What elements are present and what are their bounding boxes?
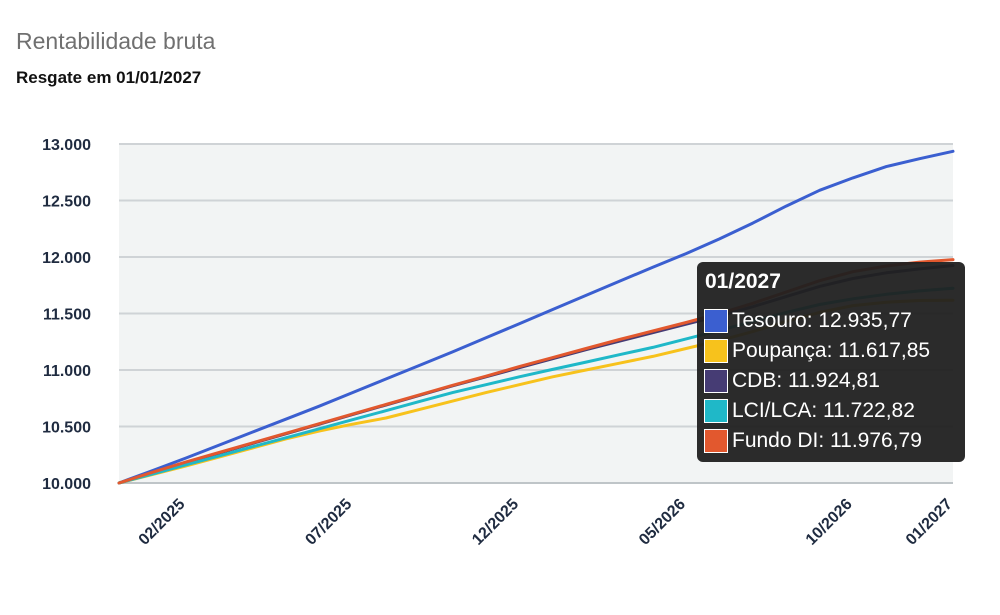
tooltip-entry-poupanca: Poupança: 11.617,85: [704, 336, 930, 366]
tooltip-title: 01/2027: [705, 270, 781, 293]
x-tick-label: 12/2025: [469, 496, 522, 549]
tooltip-entry-label: LCI/LCA: 11.722,82: [732, 399, 915, 422]
y-tick-label: 10.000: [42, 476, 91, 493]
tooltip: 01/2027 Tesouro: 12.935,77 Poupança: 11.…: [697, 262, 965, 462]
x-tick-label: 10/2026: [803, 496, 856, 549]
x-tick-label: 02/2025: [136, 496, 189, 549]
lci-lca-swatch: [704, 399, 728, 423]
y-tick-label: 12.000: [42, 250, 91, 267]
y-tick-label: 13.000: [42, 137, 91, 154]
x-tick-label: 05/2026: [636, 496, 689, 549]
cdb-swatch: [704, 369, 728, 393]
chart-title: Rentabilidade bruta: [16, 28, 216, 54]
chart-subtitle: Resgate em 01/01/2027: [16, 68, 202, 87]
y-tick-label: 11.500: [43, 307, 91, 324]
tooltip-entry-lci-lca: LCI/LCA: 11.722,82: [704, 396, 915, 426]
tooltip-entry-label: Fundo DI: 11.976,79: [732, 429, 922, 452]
poupanca-swatch: [704, 339, 728, 363]
y-tick-label: 12.500: [42, 194, 91, 211]
tooltip-entry-tesouro: Tesouro: 12.935,77: [704, 306, 912, 336]
tooltip-entry-label: Poupança: 11.617,85: [732, 339, 931, 362]
tooltip-entry-cdb: CDB: 11.924,81: [704, 366, 880, 396]
y-tick-label: 10.500: [42, 420, 91, 437]
tooltip-entry-label: CDB: 11.924,81: [732, 369, 880, 392]
series-line-tesouro: [117, 149, 955, 485]
x-tick-label: 07/2025: [302, 496, 355, 549]
y-tick-label: 11.000: [43, 363, 91, 380]
tooltip-entry-label: Tesouro: 12.935,77: [732, 309, 912, 332]
tesouro-swatch: [704, 309, 728, 333]
fundo-di-swatch: [704, 429, 728, 453]
x-tick-label: 01/2027: [903, 496, 956, 549]
tooltip-entry-fundo-di: Fundo DI: 11.976,79: [704, 426, 922, 456]
